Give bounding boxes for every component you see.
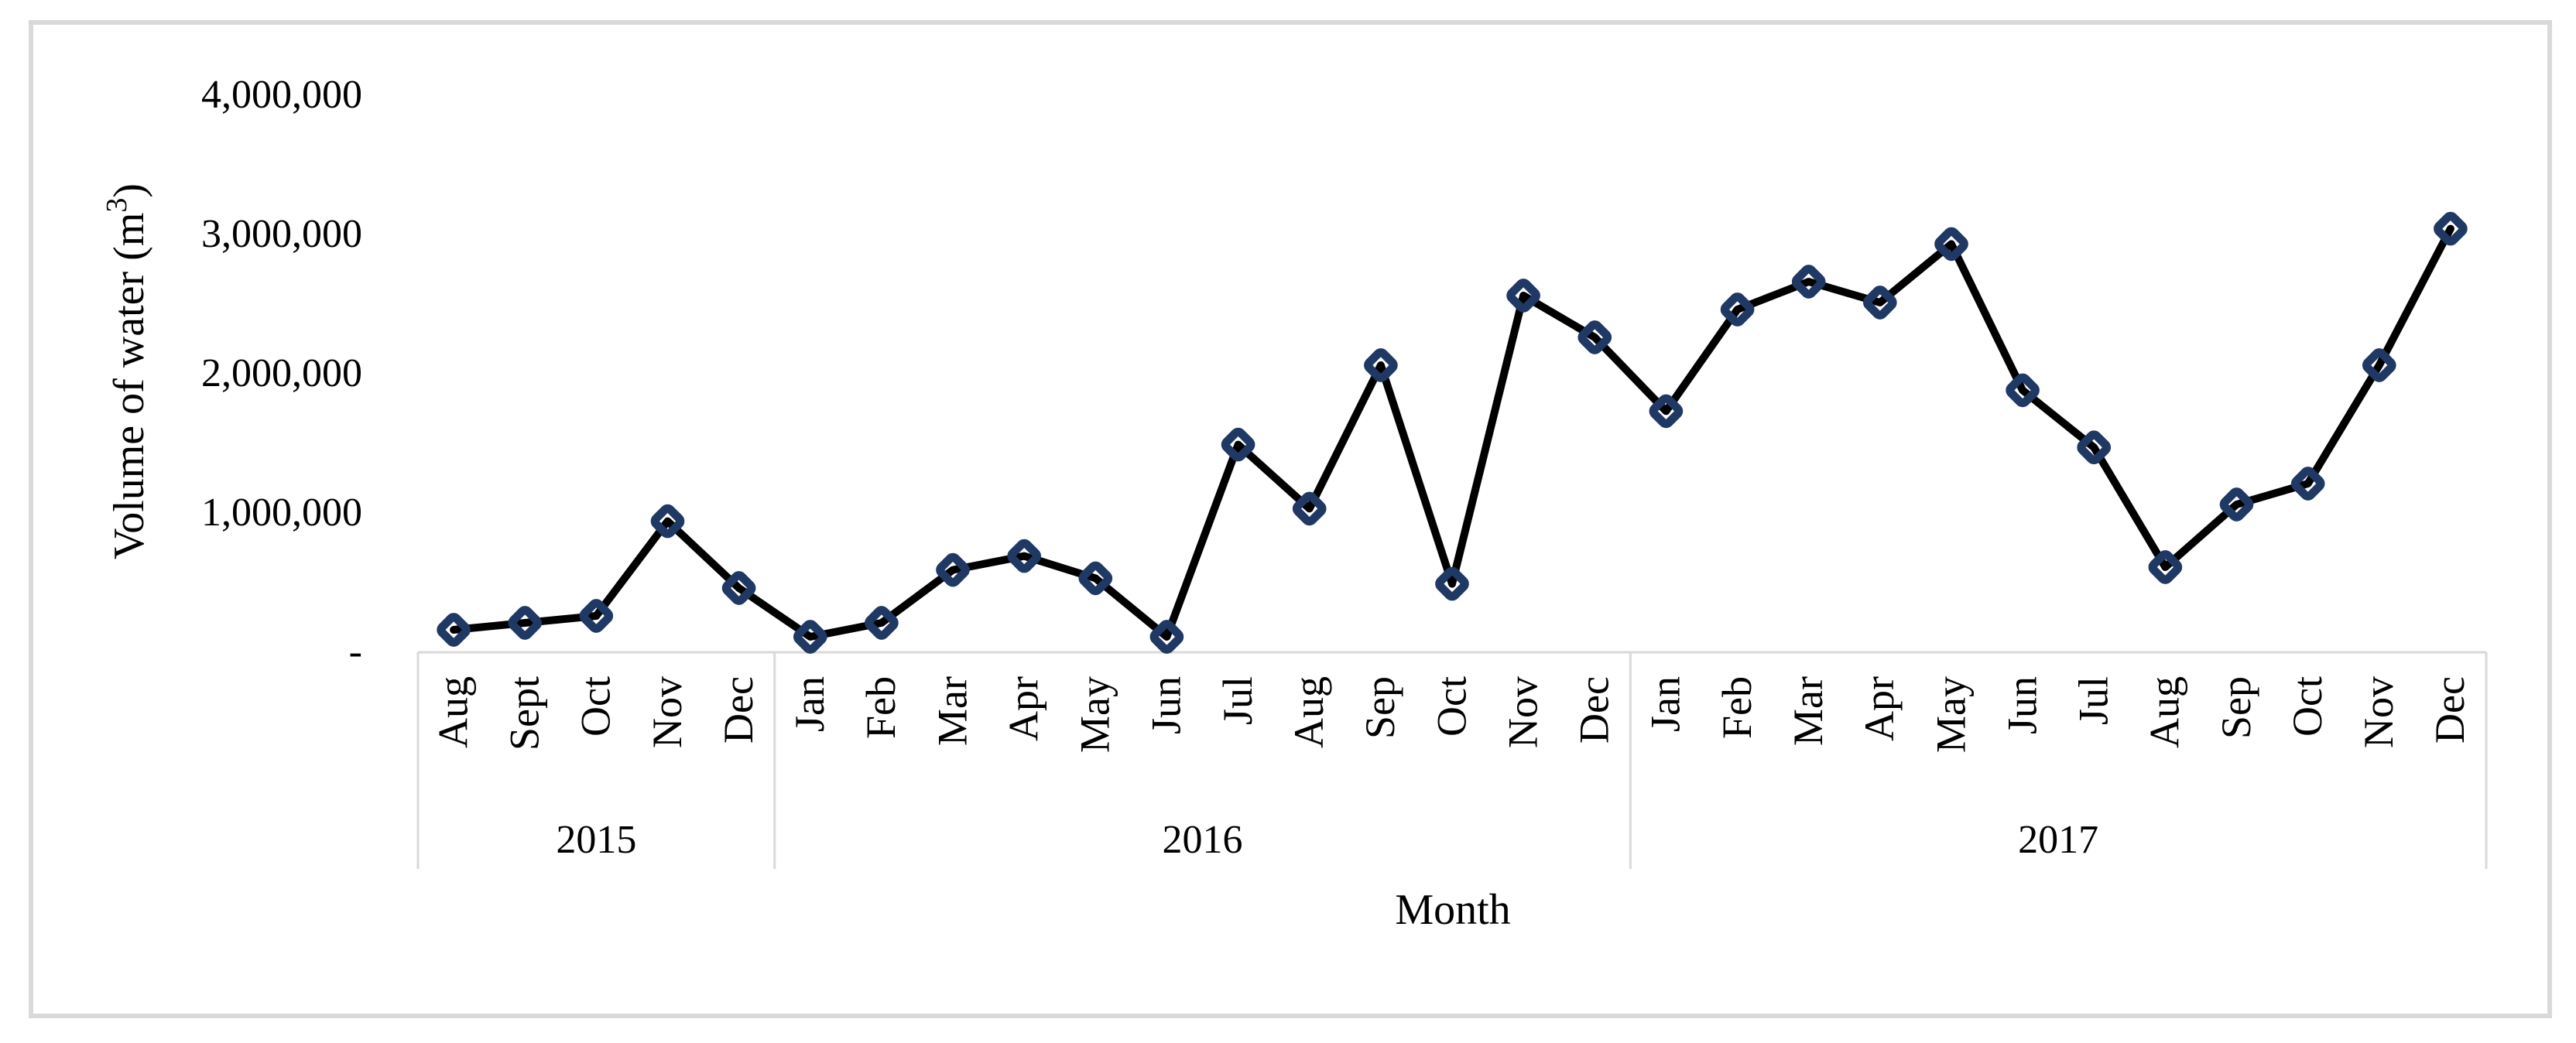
data-point-marker xyxy=(1435,566,1469,601)
data-point-marker xyxy=(1292,491,1327,526)
month-label: Jan xyxy=(1643,676,1689,732)
figure-border xyxy=(29,20,2552,1018)
month-label: May xyxy=(1072,676,1118,753)
data-point-marker xyxy=(2362,348,2396,382)
data-point-marker xyxy=(1221,427,1255,462)
month-label: Oct xyxy=(2284,676,2331,737)
year-labels: 2015 2016 2017 xyxy=(556,818,2098,862)
data-point-marker xyxy=(936,552,970,587)
data-point-marker xyxy=(1791,265,1826,299)
data-point-marker xyxy=(1149,620,1184,654)
month-label: Jul xyxy=(2070,676,2116,725)
data-point-marker xyxy=(2219,487,2254,522)
data-point-marker xyxy=(1720,292,1755,327)
data-point-marker xyxy=(579,599,614,633)
data-point-marker xyxy=(1649,394,1684,429)
data-point-marker xyxy=(2148,550,2183,584)
data-point-marker xyxy=(2434,211,2468,246)
data-point-marker xyxy=(1364,348,1398,382)
data-point-marker xyxy=(1934,227,1968,262)
y-tick-label: 4,000,000 xyxy=(201,73,362,117)
data-point-marker xyxy=(2077,430,2112,465)
month-label: Aug xyxy=(430,676,476,748)
month-label: Aug xyxy=(2142,676,2188,748)
month-label: Jun xyxy=(1999,676,2045,734)
month-label: May xyxy=(1927,676,1974,753)
month-label: Dec xyxy=(715,676,762,744)
data-point-marker xyxy=(2290,467,2325,501)
month-label: Jun xyxy=(1143,676,1190,734)
month-label: Mar xyxy=(1785,676,1831,746)
year-label: 2016 xyxy=(1163,818,1243,862)
year-label: 2017 xyxy=(2018,818,2098,862)
month-label: Jul xyxy=(1214,676,1261,725)
month-label: Dec xyxy=(1571,676,1618,744)
month-label: Sep xyxy=(1357,676,1403,739)
y-tick-label: 3,000,000 xyxy=(201,212,362,256)
month-label: Nov xyxy=(644,676,690,748)
y-tick-label: - xyxy=(349,630,362,674)
data-point-marker xyxy=(508,606,543,640)
data-point-marker xyxy=(437,613,471,647)
month-label: Mar xyxy=(929,676,975,746)
month-label: Oct xyxy=(1428,676,1475,737)
month-label: Sept xyxy=(501,676,547,751)
y-tick-label: 2,000,000 xyxy=(201,351,362,395)
month-label: Apr xyxy=(1856,676,1903,741)
month-label: Aug xyxy=(1286,676,1332,748)
data-point-marker xyxy=(1577,320,1612,354)
data-point-marker xyxy=(793,620,827,654)
data-point-marker xyxy=(865,606,899,640)
month-label: Dec xyxy=(2427,676,2473,744)
month-label: Nov xyxy=(1499,676,1546,748)
month-label: Feb xyxy=(1714,676,1760,739)
month-label: Apr xyxy=(1000,676,1046,741)
y-tick-label: 1,000,000 xyxy=(201,491,362,535)
month-label: Nov xyxy=(2355,676,2402,748)
x-axis-title: Month xyxy=(1395,886,1510,934)
data-point-marker xyxy=(2006,373,2040,408)
data-point-marker xyxy=(650,504,685,539)
category-axis-band xyxy=(416,651,2488,869)
month-label: Oct xyxy=(573,676,619,737)
series-line xyxy=(450,224,2454,641)
month-label: Feb xyxy=(858,676,904,739)
month-label: Sep xyxy=(2213,676,2259,739)
year-label: 2015 xyxy=(556,818,636,862)
y-axis-tick-labels: 4,000,000 3,000,000 2,000,000 1,000,000 - xyxy=(201,73,362,674)
data-point-marker xyxy=(721,571,756,605)
data-point-marker xyxy=(1506,279,1540,313)
data-point-marker xyxy=(1862,286,1897,320)
month-label: Jan xyxy=(786,676,833,732)
data-point-marker xyxy=(1007,539,1042,573)
data-point-marker xyxy=(1078,561,1113,596)
data-series xyxy=(437,211,2468,654)
y-axis-title: Volume of water (m3) xyxy=(101,183,153,559)
month-labels: Aug Sept Oct Nov Dec Jan Feb Mar Apr May Jun Jul Aug… xyxy=(430,676,2473,753)
